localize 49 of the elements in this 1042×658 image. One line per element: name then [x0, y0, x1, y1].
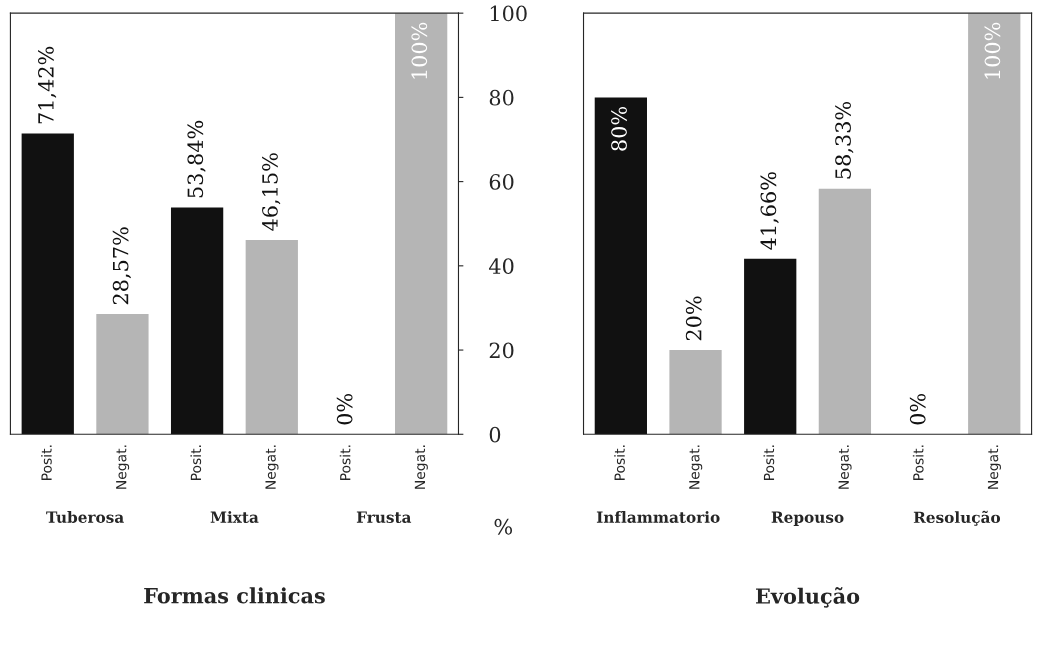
bar	[245, 239, 298, 435]
text: Inflammatorio	[596, 511, 720, 523]
y-tick-label: 40	[488, 258, 514, 275]
text: Mixta	[210, 511, 259, 523]
text: Tuberosa	[46, 511, 124, 523]
x-tick-label: Negat.	[689, 445, 703, 489]
x-tick-label: Negat.	[265, 445, 279, 489]
x-tick-label: Posit.	[339, 445, 351, 480]
x-tick-label: Posit.	[41, 445, 52, 480]
data-label: 53,84%	[187, 120, 206, 198]
bar	[968, 13, 1021, 435]
bar	[818, 188, 872, 435]
x-tick-label: Posit.	[912, 445, 924, 480]
data-label: 80%	[611, 106, 627, 151]
data-label: 58,33%	[835, 101, 854, 179]
y-tick-label: 60	[489, 174, 514, 190]
y-tick-label: 100	[490, 5, 527, 22]
x-axis-title: Evolução	[756, 587, 860, 608]
y-tick-label: 80	[489, 89, 514, 106]
data-label: 28,57%	[112, 227, 132, 305]
x-tick-label: Posit.	[614, 445, 625, 480]
bar	[395, 13, 448, 435]
text: Frusta	[356, 511, 412, 523]
x-axis-title: Formas clinicas	[144, 587, 325, 604]
data-label: 46,15%	[262, 153, 281, 231]
x-tick-label: Posit.	[763, 445, 775, 480]
x-tick-label: Negat.	[414, 445, 428, 489]
y-tick-label: 0	[489, 426, 501, 443]
bar	[21, 133, 74, 435]
data-label: 41,66%	[760, 172, 779, 250]
data-label: 100%	[411, 22, 428, 79]
data-label: 0%	[336, 393, 353, 425]
y-axis-title: %	[494, 518, 513, 535]
bar	[594, 97, 647, 435]
x-tick-label: Negat.	[116, 445, 130, 489]
bar	[170, 207, 224, 435]
data-label: 71,42%	[38, 46, 57, 124]
data-label: 100%	[984, 22, 1001, 79]
data-label: 20%	[685, 296, 702, 341]
bar	[744, 258, 797, 435]
bar	[96, 313, 149, 435]
bar	[669, 350, 722, 435]
text: Resolução	[913, 510, 1001, 526]
y-tick-label: 20	[489, 342, 514, 359]
data-label: 0%	[909, 393, 926, 425]
x-tick-label: Posit.	[190, 445, 202, 480]
x-tick-label: Negat.	[838, 445, 852, 489]
x-tick-label: Negat.	[987, 445, 1001, 489]
text: Repouso	[771, 511, 844, 526]
